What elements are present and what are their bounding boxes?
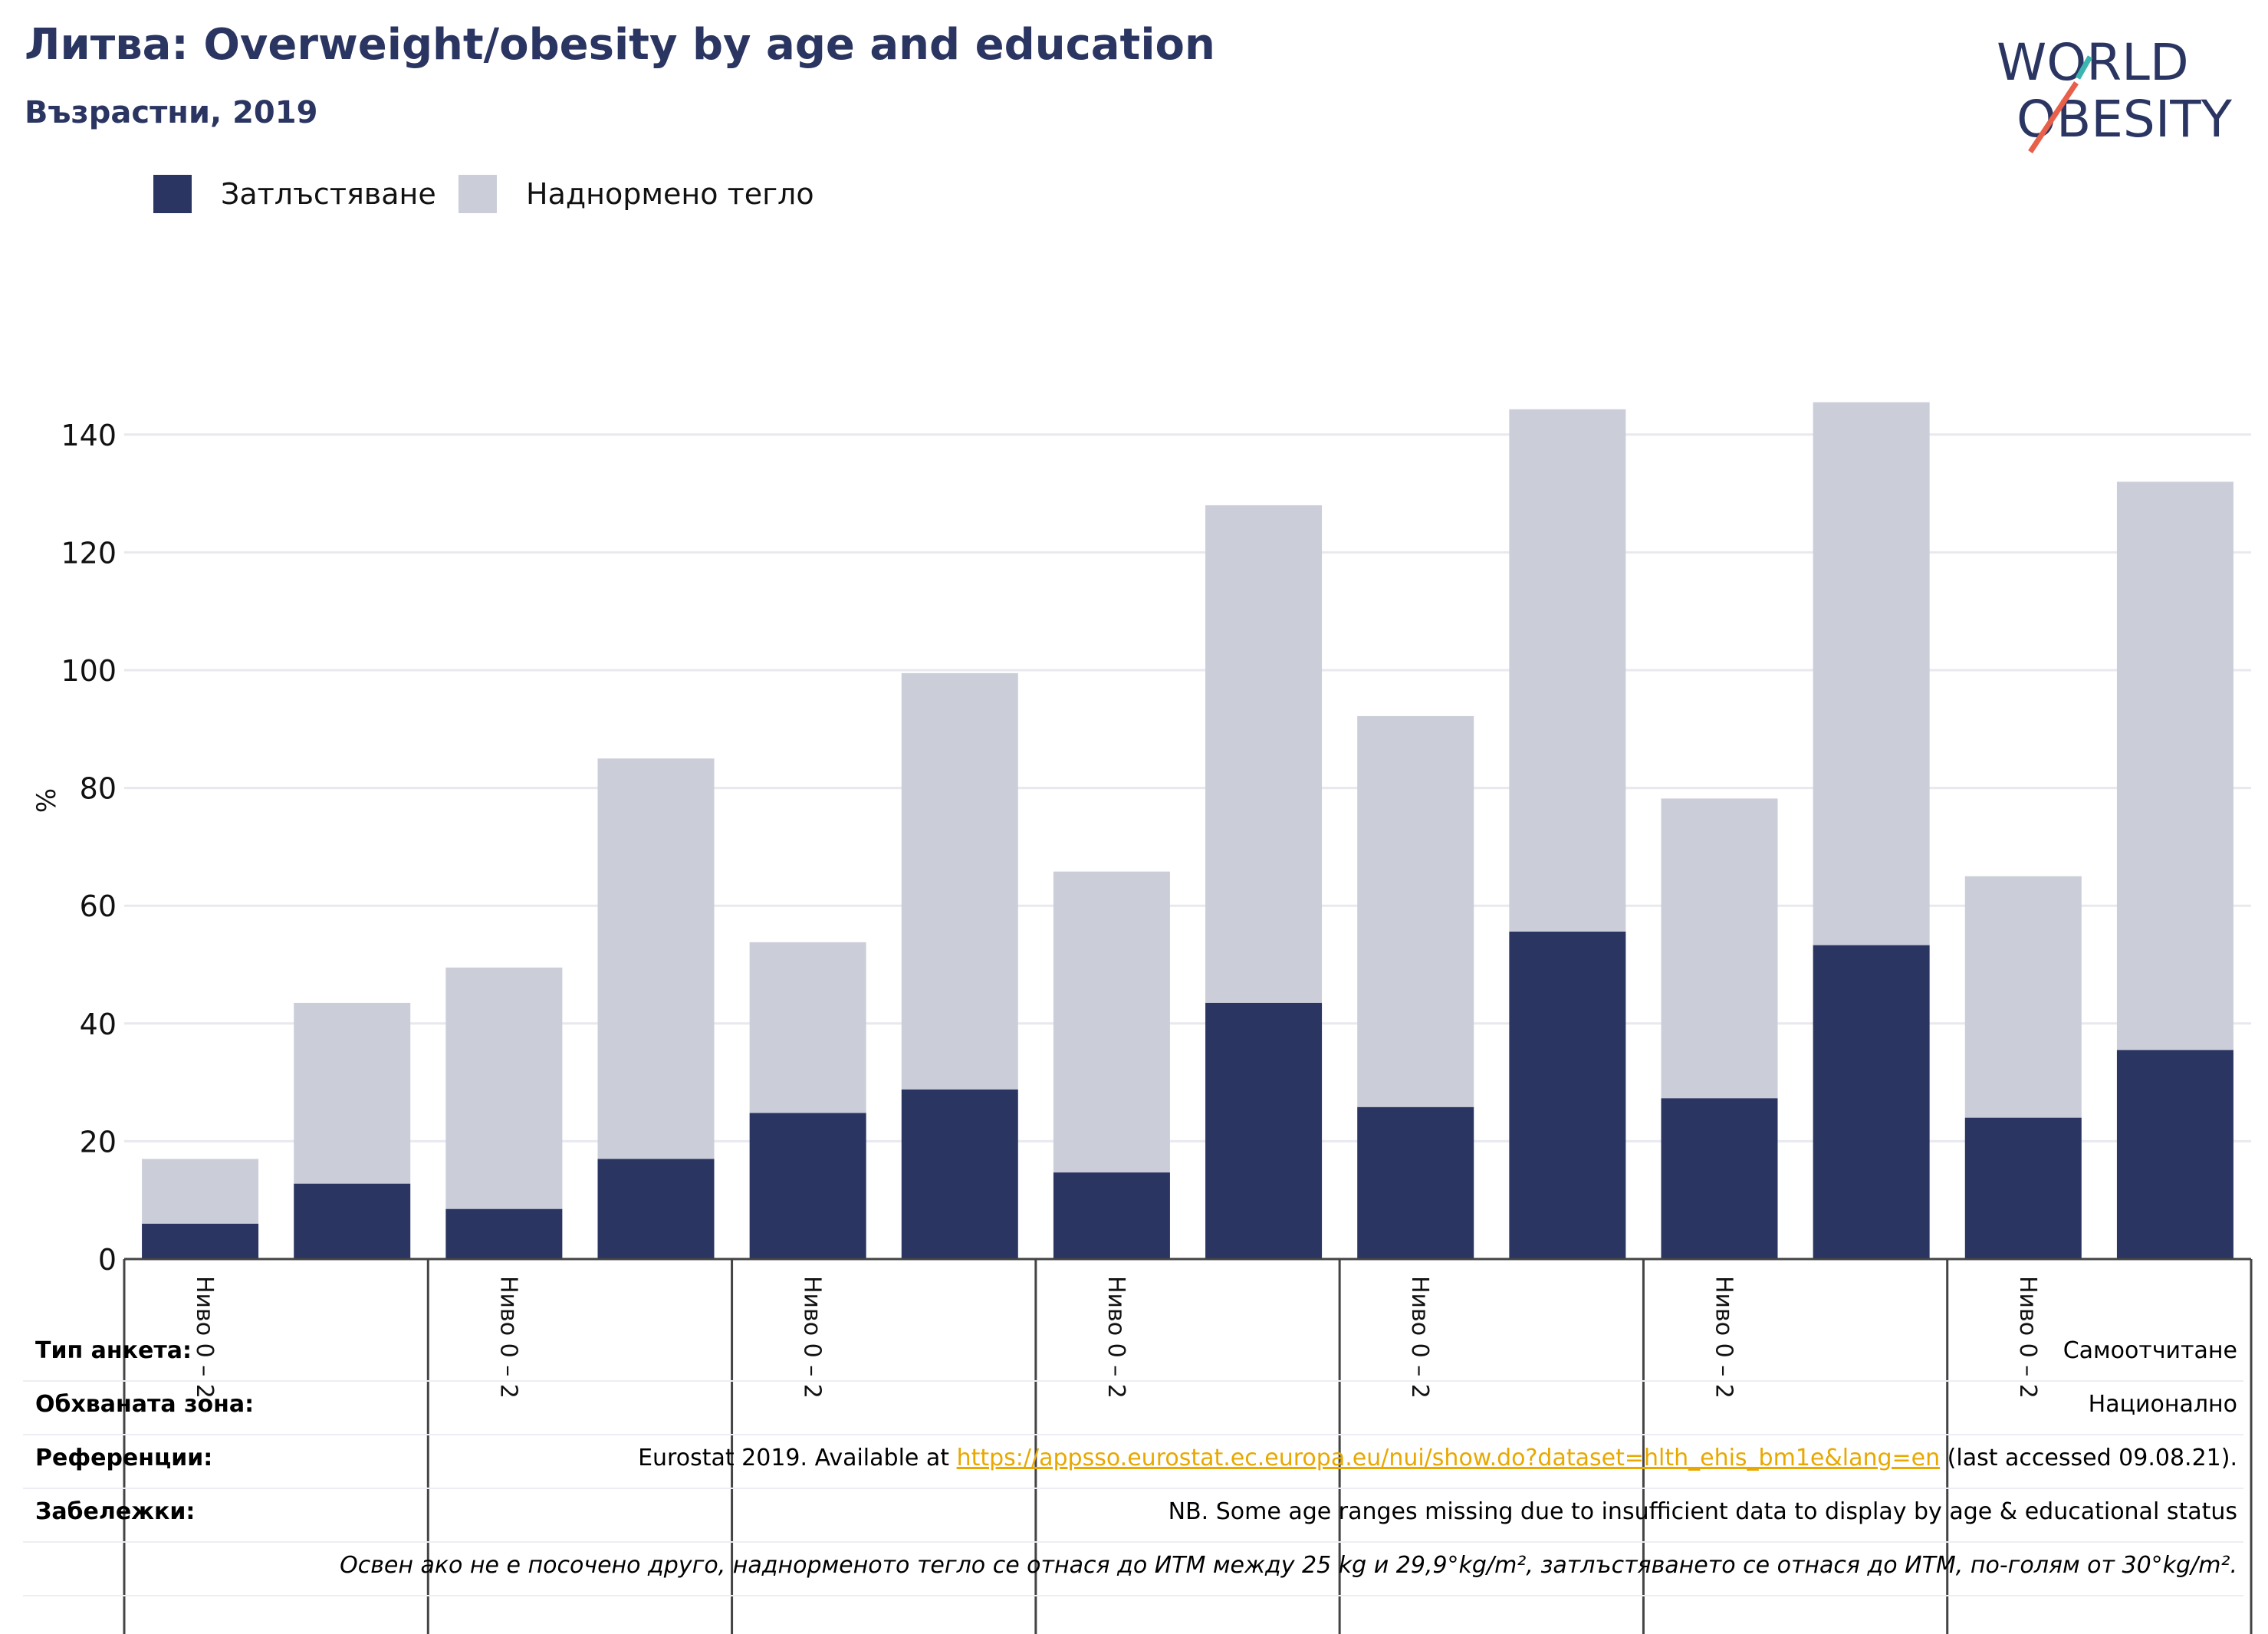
x-tick-label: Ниво 0 – 2 [2014, 1276, 2041, 1399]
bar-obesity [1813, 945, 1930, 1259]
x-tick-label: Ниво 0 – 2 [1711, 1276, 1737, 1399]
bar-obesity [445, 1208, 563, 1259]
references-suffix: (last accessed 09.08.21). [1940, 1445, 2237, 1471]
bar-obesity [1357, 1106, 1474, 1259]
bar-obesity [1205, 1002, 1323, 1259]
notes-label: Забележки: [35, 1498, 196, 1525]
bar-overweight [1813, 402, 1930, 945]
meta-row-notes: Забележки: NB. Some age ranges missing d… [23, 1488, 2243, 1543]
y-tick-label: 80 [80, 772, 117, 806]
bar-overweight [2116, 482, 2233, 1050]
bar-overweight [294, 1002, 411, 1184]
bar-obesity [1661, 1098, 1778, 1259]
definition-text: Освен ако не е посочено друго, наднормен… [340, 1552, 2237, 1579]
bar-overweight [1053, 871, 1170, 1173]
bar-obesity [142, 1223, 259, 1259]
bar-overweight [1205, 505, 1323, 1003]
y-axis-label: % [31, 788, 62, 813]
bar-overweight [597, 758, 715, 1159]
y-tick-label: 120 [61, 536, 117, 570]
y-tick-label: 40 [80, 1008, 117, 1041]
survey-type-value: Самоотчитане [2063, 1337, 2237, 1364]
bar-obesity [1964, 1117, 2082, 1259]
meta-row-coverage: Обхваната зона: Национално [23, 1380, 2243, 1435]
legend-item-obesity[interactable]: Затлъстяване [153, 175, 436, 213]
references-link[interactable]: https://appsso.eurostat.ec.europa.eu/nui… [956, 1445, 1941, 1471]
legend-swatch-overweight [459, 175, 497, 213]
bar-overweight [749, 942, 866, 1113]
bar-overweight [445, 967, 563, 1209]
legend-label-overweight: Наднормено тегло [526, 177, 814, 211]
references-prefix: Eurostat 2019. Available at [638, 1445, 957, 1471]
x-tick-label: Ниво 0 – 2 [495, 1276, 521, 1399]
logo-slash-red [2028, 81, 2079, 153]
bar-overweight [1357, 715, 1474, 1107]
x-tick-label: Ниво 0 – 2 [1406, 1276, 1433, 1399]
page-subtitle: Възрастни, 2019 [25, 95, 318, 130]
bar-obesity [294, 1183, 411, 1259]
references-label: Референции: [35, 1445, 213, 1471]
x-tick-label: Ниво 0 – 2 [191, 1276, 218, 1399]
bar-overweight [1964, 876, 2082, 1118]
references-value: Eurostat 2019. Available at https://apps… [638, 1445, 2237, 1471]
bar-obesity [2116, 1050, 2233, 1259]
bar-overweight [901, 672, 1018, 1090]
logo-slash-teal [2075, 55, 2093, 80]
legend-item-overweight[interactable]: Наднормено тегло [459, 175, 814, 213]
meta-row-survey-type: Тип анкета: Самоотчитане [23, 1327, 2243, 1382]
meta-row-definition: Освен ако не е посочено друго, наднормен… [23, 1541, 2243, 1596]
logo-text-world: WORLD [1997, 33, 2189, 92]
coverage-value: Национално [2088, 1391, 2237, 1418]
y-tick-label: 0 [98, 1243, 117, 1277]
y-tick-label: 100 [61, 654, 117, 688]
bar-obesity [749, 1113, 866, 1259]
coverage-label: Обхваната зона: [35, 1391, 255, 1418]
bar-obesity [1053, 1172, 1170, 1259]
x-tick-label: Ниво 0 – 2 [1103, 1276, 1129, 1399]
bar-obesity [901, 1089, 1018, 1259]
survey-type-label: Тип анкета: [35, 1337, 192, 1364]
y-tick-label: 20 [80, 1125, 117, 1159]
bar-overweight [142, 1159, 259, 1224]
y-tick-label: 140 [61, 419, 117, 452]
meta-row-references: Референции: Eurostat 2019. Available at … [23, 1434, 2243, 1489]
bar-obesity [1509, 931, 1626, 1259]
legend-label-obesity: Затлъстяване [221, 177, 436, 211]
page-title: Литва: Overweight/obesity by age and edu… [25, 20, 1215, 70]
bar-overweight [1661, 798, 1778, 1099]
y-tick-label: 60 [80, 889, 117, 923]
legend-swatch-obesity [153, 175, 192, 213]
notes-value: NB. Some age ranges missing due to insuf… [1168, 1498, 2237, 1525]
x-tick-label: Ниво 0 – 2 [799, 1276, 826, 1399]
bar-overweight [1509, 409, 1626, 932]
world-obesity-logo: WORLD OBESITY [1997, 33, 2233, 153]
bar-obesity [597, 1159, 715, 1259]
